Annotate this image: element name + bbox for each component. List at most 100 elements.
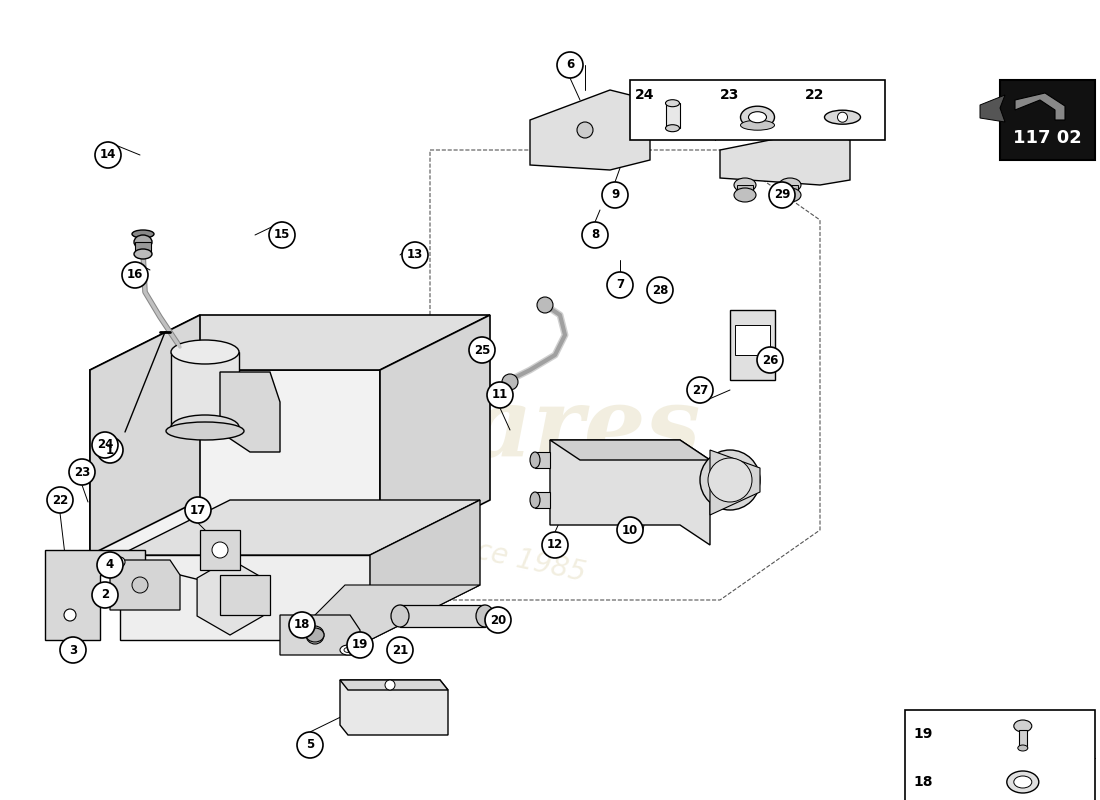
Polygon shape (370, 500, 480, 640)
Ellipse shape (740, 106, 774, 128)
Circle shape (289, 612, 315, 638)
Ellipse shape (740, 120, 774, 130)
Ellipse shape (170, 340, 239, 364)
Ellipse shape (1018, 745, 1027, 751)
Ellipse shape (166, 422, 244, 440)
Text: 22: 22 (805, 88, 825, 102)
Text: 29: 29 (773, 189, 790, 202)
Ellipse shape (1014, 720, 1032, 732)
Ellipse shape (825, 110, 860, 124)
Bar (1000, 80, 1094, 160)
Text: 20: 20 (490, 614, 506, 626)
Ellipse shape (170, 415, 239, 439)
Circle shape (95, 142, 121, 168)
Circle shape (346, 632, 373, 658)
Circle shape (757, 347, 783, 373)
Text: 2: 2 (101, 589, 109, 602)
Circle shape (578, 122, 593, 138)
Ellipse shape (344, 647, 352, 653)
Bar (535, 452, 550, 468)
Text: 9: 9 (610, 189, 619, 202)
Circle shape (64, 609, 76, 621)
Circle shape (647, 277, 673, 303)
Ellipse shape (390, 605, 409, 627)
Circle shape (122, 262, 149, 288)
Circle shape (92, 582, 118, 608)
Ellipse shape (530, 492, 540, 508)
Polygon shape (110, 560, 180, 610)
Ellipse shape (666, 125, 680, 132)
Text: 16: 16 (126, 269, 143, 282)
Circle shape (270, 222, 295, 248)
Circle shape (212, 542, 228, 558)
Circle shape (387, 637, 412, 663)
Circle shape (542, 532, 568, 558)
Ellipse shape (666, 100, 680, 106)
Bar (170, 352, 239, 427)
Circle shape (306, 626, 324, 644)
Text: 6: 6 (565, 58, 574, 71)
Polygon shape (90, 315, 490, 370)
Circle shape (688, 377, 713, 403)
Circle shape (582, 222, 608, 248)
Circle shape (47, 487, 73, 513)
Polygon shape (220, 372, 280, 452)
Circle shape (92, 432, 118, 458)
Circle shape (69, 459, 95, 485)
Ellipse shape (779, 188, 801, 202)
Circle shape (402, 242, 428, 268)
Bar (535, 492, 550, 508)
Bar (735, 325, 770, 355)
Text: 27: 27 (692, 383, 708, 397)
Ellipse shape (734, 178, 756, 192)
Ellipse shape (476, 605, 494, 627)
Ellipse shape (1006, 771, 1038, 793)
Polygon shape (340, 680, 448, 735)
Polygon shape (379, 315, 490, 555)
Polygon shape (1015, 93, 1065, 120)
Circle shape (617, 517, 643, 543)
Circle shape (97, 552, 123, 578)
Bar (135, 242, 151, 254)
Circle shape (700, 450, 760, 510)
Polygon shape (197, 559, 263, 635)
Ellipse shape (134, 249, 152, 259)
Text: 19: 19 (913, 727, 933, 741)
Ellipse shape (134, 235, 152, 249)
Ellipse shape (1014, 776, 1032, 788)
Text: 18: 18 (913, 775, 933, 789)
Polygon shape (120, 500, 480, 555)
Text: 3: 3 (69, 643, 77, 657)
Polygon shape (90, 315, 200, 555)
Polygon shape (550, 440, 710, 545)
Polygon shape (280, 615, 360, 655)
Bar (400, 605, 485, 627)
Text: 19: 19 (352, 638, 368, 651)
Text: 25: 25 (474, 343, 491, 357)
Circle shape (607, 272, 632, 298)
Polygon shape (45, 550, 145, 640)
Circle shape (602, 182, 628, 208)
Polygon shape (550, 440, 710, 460)
Text: 12: 12 (547, 538, 563, 551)
Text: 11: 11 (492, 389, 508, 402)
Polygon shape (120, 555, 370, 640)
Polygon shape (980, 95, 1005, 122)
Ellipse shape (530, 452, 540, 468)
Circle shape (837, 112, 847, 122)
Polygon shape (90, 370, 379, 555)
Circle shape (385, 680, 395, 690)
Circle shape (537, 297, 553, 313)
Ellipse shape (340, 645, 356, 655)
Text: 24: 24 (97, 438, 113, 451)
Ellipse shape (748, 112, 767, 122)
Text: eurospares: eurospares (99, 383, 701, 477)
Polygon shape (340, 680, 448, 690)
Polygon shape (720, 130, 850, 185)
Polygon shape (220, 575, 270, 615)
Circle shape (185, 497, 211, 523)
Circle shape (557, 52, 583, 78)
Text: a passion for parts since 1985: a passion for parts since 1985 (172, 473, 588, 587)
Circle shape (297, 732, 323, 758)
Text: 117 02: 117 02 (1013, 129, 1082, 146)
